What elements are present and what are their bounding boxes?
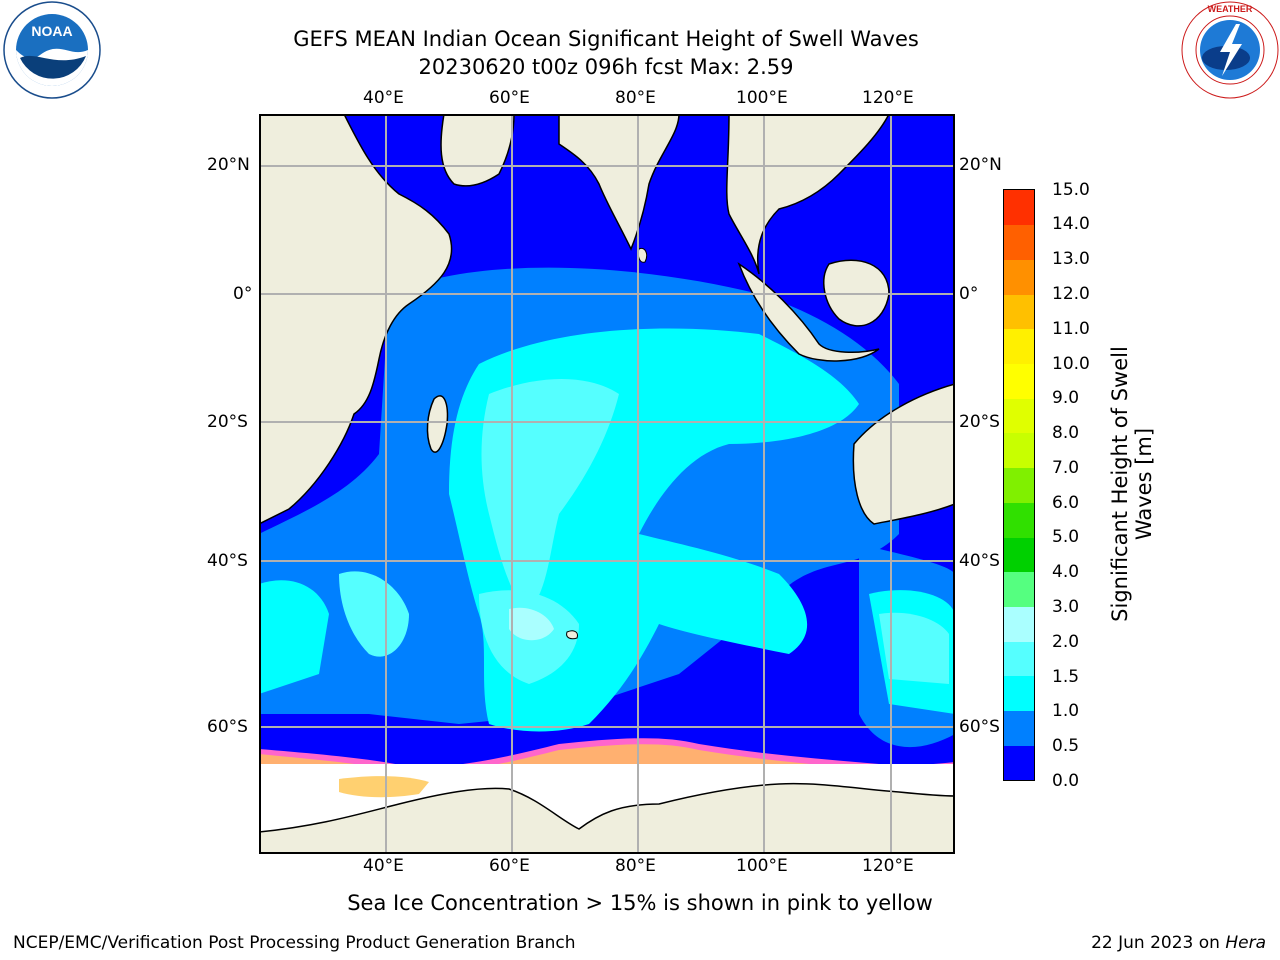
lat-label-right: 40°S <box>959 551 1000 571</box>
lon-label-bottom: 120°E <box>862 856 914 876</box>
sea-ice-caption: Sea Ice Concentration > 15% is shown in … <box>347 891 933 915</box>
antarctica-land <box>259 782 955 854</box>
lon-label-top: 100°E <box>736 88 788 108</box>
lon-label-top: 60°E <box>489 88 530 108</box>
colorbar-segment <box>1004 710 1034 746</box>
colorbar-segment <box>1004 224 1034 260</box>
title-line2: 20230620 t00z 096h fcst Max: 2.59 <box>418 55 794 79</box>
swell-band-2.0 <box>509 607 554 641</box>
colorbar-tick: 7.0 <box>1052 458 1080 478</box>
lat-label-right: 0° <box>959 284 979 304</box>
graticule <box>259 114 955 854</box>
lat-label-right: 20°S <box>959 412 1000 432</box>
colorbar-segment <box>1004 328 1034 365</box>
swell-band-1.5 <box>481 379 619 614</box>
australia-land <box>852 383 955 525</box>
lon-label-bottom: 80°E <box>615 856 656 876</box>
colorbar-tick: 9.0 <box>1052 388 1080 408</box>
colorbar-tick: 0.0 <box>1052 771 1080 791</box>
colorbar-segment <box>1004 467 1034 503</box>
colorbar <box>1003 189 1035 781</box>
colorbar-tick: 12.0 <box>1052 284 1090 304</box>
colorbar-segment <box>1004 363 1034 399</box>
colorbar-segment <box>1004 398 1034 434</box>
lon-label-top: 40°E <box>363 88 404 108</box>
lon-label-top: 80°E <box>615 88 656 108</box>
nws-logo: WEATHER <box>1180 0 1280 100</box>
india-land <box>558 114 680 251</box>
colorbar-tick: 14.0 <box>1052 214 1090 234</box>
lon-label-bottom: 60°E <box>489 856 530 876</box>
colorbar-segment <box>1004 294 1034 330</box>
lon-label-top: 120°E <box>862 88 914 108</box>
footer-credit: NCEP/EMC/Verification Post Processing Pr… <box>13 933 576 953</box>
colorbar-tick: 3.0 <box>1052 597 1080 617</box>
colorbar-segment <box>1004 606 1034 642</box>
colorbar-segment <box>1004 537 1034 573</box>
colorbar-segment <box>1004 259 1034 295</box>
footer-machine: Hera <box>1225 933 1266 953</box>
colorbar-tick: 2.0 <box>1052 632 1080 652</box>
lat-label-left: 60°S <box>207 717 248 737</box>
title-line1: GEFS MEAN Indian Ocean Significant Heigh… <box>293 27 919 51</box>
colorbar-tick: 15.0 <box>1052 180 1090 200</box>
lon-label-bottom: 40°E <box>363 856 404 876</box>
lat-label-left: 0° <box>233 284 253 304</box>
map-frame <box>259 114 955 854</box>
noaa-logo: NOAA <box>0 0 104 104</box>
lat-label-right: 60°S <box>959 717 1000 737</box>
colorbar-segment <box>1004 571 1034 607</box>
footer-date-text: 22 Jun 2023 on <box>1091 933 1226 953</box>
colorbar-segment <box>1004 675 1034 712</box>
colorbar-tick: 4.0 <box>1052 562 1080 582</box>
colorbar-segment <box>1004 745 1034 781</box>
colorbar-segment <box>1004 432 1034 469</box>
svg-text:NOAA: NOAA <box>31 23 72 39</box>
colorbar-tick: 11.0 <box>1052 319 1090 339</box>
lat-label-left: 40°S <box>207 551 248 571</box>
colorbar-segment <box>1004 502 1034 538</box>
colorbar-tick: 1.5 <box>1052 667 1080 687</box>
colorbar-segment <box>1004 190 1034 226</box>
colorbar-tick: 0.5 <box>1052 736 1080 756</box>
colorbar-tick: 5.0 <box>1052 527 1080 547</box>
ocean-map <box>259 114 955 854</box>
colorbar-segment <box>1004 641 1034 677</box>
sumatra-land <box>737 262 880 362</box>
lat-label-left: 20°S <box>207 412 248 432</box>
svg-text:WEATHER: WEATHER <box>1208 4 1253 14</box>
footer-date: 22 Jun 2023 on Hera <box>1091 933 1266 953</box>
colorbar-tick: 10.0 <box>1052 354 1090 374</box>
colorbar-tick: 6.0 <box>1052 493 1080 513</box>
madagascar-land <box>426 395 449 453</box>
lat-label-left: 20°N <box>207 155 250 175</box>
colorbar-tick: 13.0 <box>1052 249 1090 269</box>
lat-label-right: 20°N <box>959 155 1002 175</box>
colorbar-tick: 8.0 <box>1052 423 1080 443</box>
colorbar-tick: 1.0 <box>1052 701 1080 721</box>
lon-label-bottom: 100°E <box>736 856 788 876</box>
